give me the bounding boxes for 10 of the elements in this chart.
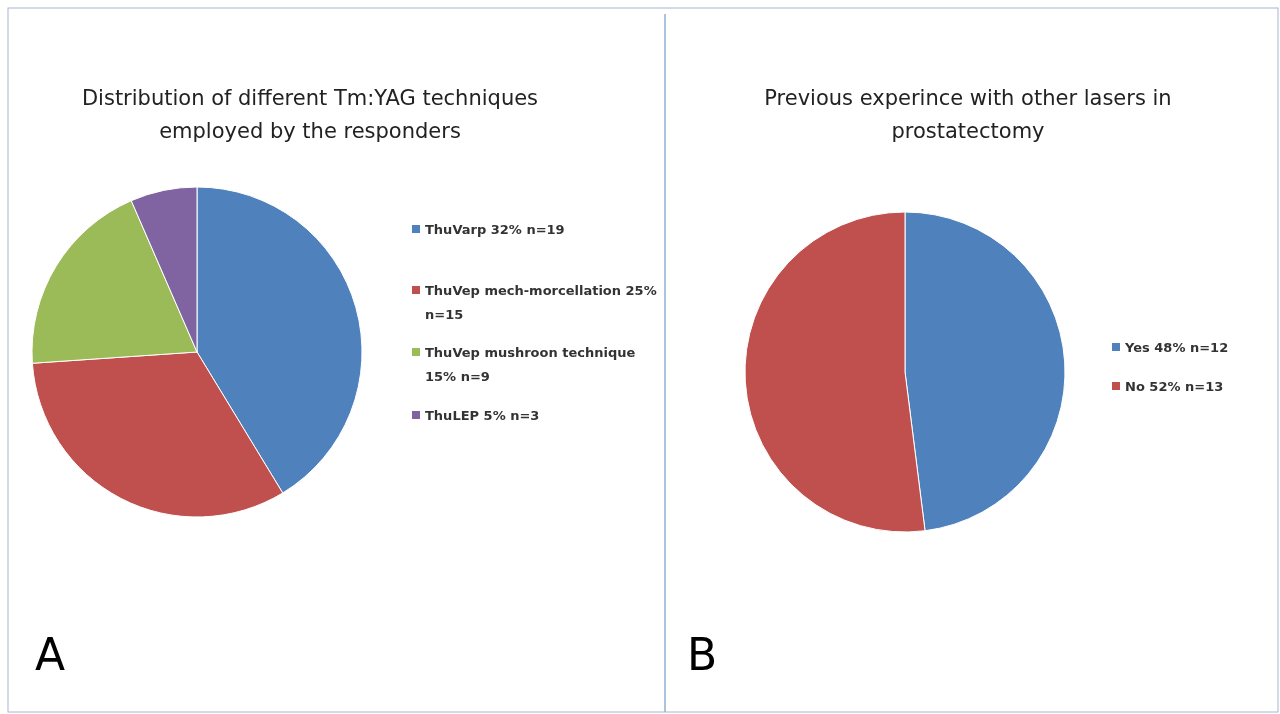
chart-title: Distribution of different Tm:YAG techniques employed by the responders bbox=[81, 86, 539, 143]
legend-label: No 52% n=13 bbox=[1125, 379, 1224, 394]
legend-label: ThuVep mushroon technique 15% n=9 bbox=[425, 345, 636, 384]
legend-label: Yes 48% n=12 bbox=[1124, 340, 1229, 355]
legend-label: ThuLEP 5% n=3 bbox=[425, 408, 540, 423]
chart-title: Previous experince with other lasers in prostatectomy bbox=[764, 86, 1172, 143]
legend-label: ThuVep mech-morcellation 25% n=15 bbox=[425, 283, 657, 322]
text: B bbox=[687, 629, 718, 680]
text: A bbox=[35, 629, 66, 680]
legend-label: ThuVarp 32% n=19 bbox=[425, 222, 565, 237]
